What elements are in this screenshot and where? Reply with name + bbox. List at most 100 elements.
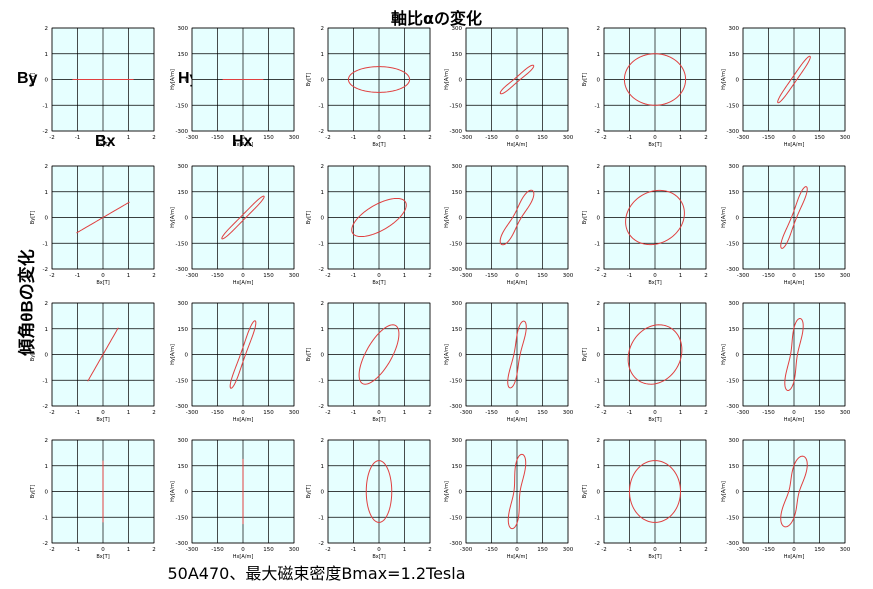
plot-r3c6-xtick-label: 150 <box>814 410 825 416</box>
plot-r1c2-ytick-label: 0 <box>185 78 189 84</box>
plot-r4c5-ylabel: By[T] <box>582 485 588 498</box>
plot-r1c2-xlabel: Hx[A/m] <box>233 142 254 148</box>
plot-r2c4-xtick-label: -300 <box>460 273 473 279</box>
plot-r4c5-curve <box>628 460 682 523</box>
plot-r4c5-ytick-label: 0 <box>597 490 601 496</box>
plot-r3c4-ytick-label: 150 <box>452 327 463 333</box>
plot-r1c6-xlabel: Hx[A/m] <box>784 142 805 148</box>
plot-r3c3-ytick-label: -1 <box>319 378 324 384</box>
plot-r1c1-ytick-label: 1 <box>45 52 49 58</box>
plot-r1c2-ytick-label: 150 <box>178 52 189 58</box>
plot-r2c4-curve <box>499 189 535 246</box>
plot-r3c2-ytick-label: 0 <box>185 353 189 359</box>
plot-r1c6-xtick-label: -150 <box>762 135 775 141</box>
plot-r4c6-ytick-label: 0 <box>736 490 740 496</box>
plot-r3c1-xtick-label: -2 <box>49 410 54 416</box>
plot-r1c4-xtick-label: 150 <box>537 135 548 141</box>
plot-r4c3-ytick-label: 1 <box>321 464 325 470</box>
plot-r1c2-ytick-label: -150 <box>176 103 189 109</box>
plot-r3c3-ytick-label: -2 <box>319 404 324 410</box>
plot-r2c1-xtick-label: -1 <box>75 273 80 279</box>
plot-r4c2-xtick-label: -300 <box>186 547 199 553</box>
plot-r3c4-ytick-label: -300 <box>450 404 463 410</box>
plot-r1c1-xtick-label: -2 <box>49 135 54 141</box>
plot-r4c4-xtick-label: -300 <box>460 547 473 553</box>
plot-r3c1-ylabel: By[T] <box>30 348 36 361</box>
plot-r1c3-xtick-label: -2 <box>325 135 330 141</box>
plot-r3c1-xtick-label: 2 <box>152 410 156 416</box>
annotation-by: By <box>17 70 38 87</box>
plot-r2c6-ytick-label: -150 <box>727 241 740 247</box>
plot-r2c4-xlabel: Hx[A/m] <box>507 280 528 286</box>
plot-r1c4-ytick-label: 0 <box>459 78 463 84</box>
plot-r2c2-ytick-label: 300 <box>178 164 189 170</box>
plot-r3c5-xtick-label: -2 <box>601 410 606 416</box>
plot-r4c1-ytick-label: 2 <box>45 438 49 444</box>
plot-r4c2-ylabel: Hy[A/m] <box>170 481 176 502</box>
plot-r1c1-ytick-label: 0 <box>45 78 49 84</box>
plot-r2c3-ytick-label: -1 <box>319 241 324 247</box>
plot-r2c1-xtick-label: 1 <box>127 273 131 279</box>
plot-r1c1-xtick-label: 2 <box>152 135 156 141</box>
plot-r3c6-xtick-label: -150 <box>762 410 775 416</box>
plot-r1c3-xtick-label: 0 <box>377 135 381 141</box>
plot-r4c6-ylabel: Hy[A/m] <box>721 481 727 502</box>
plot-r1c5-xtick-label: 1 <box>679 135 683 141</box>
plot-r1c6-xtick-label: 150 <box>814 135 825 141</box>
plot-r2c2-xtick-label: 0 <box>241 273 245 279</box>
plot-r3c2-curve <box>229 320 257 389</box>
plot-r2c2-ytick-label: 150 <box>178 190 189 196</box>
plot-r1c3-xtick-label: 2 <box>428 135 432 141</box>
plot-r4c3-xtick-label: 1 <box>403 547 407 553</box>
plot-r2c5-ytick-label: -2 <box>595 267 600 273</box>
plot-r3c6-ytick-label: 0 <box>736 353 740 359</box>
plot-r3c1-ytick-label: -1 <box>43 378 48 384</box>
plot-r3c3-ytick-label: 2 <box>321 301 325 307</box>
plot-r3c4-ytick-label: -150 <box>450 378 463 384</box>
plot-r4c4-ylabel: Hy[A/m] <box>444 481 450 502</box>
plot-r4c3-ytick-label: 2 <box>321 438 325 444</box>
plot-r1c6-ytick-label: 150 <box>729 52 740 58</box>
plot-r1c6-ytick-label: -300 <box>727 129 740 135</box>
plot-r1c4-ytick-label: 150 <box>452 52 463 58</box>
plot-r2c5-xtick-label: -2 <box>601 273 606 279</box>
plot-r2c3-ytick-label: -2 <box>319 267 324 273</box>
plot-r1c1-xtick-label: 1 <box>127 135 131 141</box>
plot-r2c5-curve <box>625 189 685 246</box>
plot-r4c4-xlabel: Hx[A/m] <box>507 554 528 560</box>
plot-r4c1-xtick-label: 0 <box>101 547 105 553</box>
plot-r1c6-xtick-label: 0 <box>792 135 796 141</box>
figure-caption: 50A470、最大磁束密度Bmax=1.2Tesla <box>167 564 466 583</box>
plot-r4c5-ytick-label: -2 <box>595 541 600 547</box>
plot-r4c6-ytick-label: -150 <box>727 515 740 521</box>
plot-r3c6-xtick-label: 300 <box>840 410 851 416</box>
figure-title: 軸比αの変化 <box>391 9 482 28</box>
annotation-bx: Bx <box>95 133 116 150</box>
plot-r2c5-ytick-label: -1 <box>595 241 600 247</box>
plot-r4c4-xtick-label: -150 <box>485 547 498 553</box>
plot-r3c5-ytick-label: 1 <box>597 327 601 333</box>
plot-r2c6-ytick-label: 300 <box>729 164 740 170</box>
plot-r2c6-xtick-label: 300 <box>840 273 851 279</box>
plot-r2c4-xtick-label: 0 <box>515 273 519 279</box>
plot-r4c2-ytick-label: -150 <box>176 515 189 521</box>
plot-r3c1-ytick-label: 2 <box>45 301 49 307</box>
plot-r4c2-ytick-label: 0 <box>185 490 189 496</box>
plot-r2c5-xtick-label: 2 <box>704 273 708 279</box>
plot-r4c6-xtick-label: 0 <box>792 547 796 553</box>
plot-r3c4-ytick-label: 300 <box>452 301 463 307</box>
plot-r4c3-xlabel: Bx[T] <box>372 554 385 560</box>
plot-r1c6-xtick-label: -300 <box>737 135 750 141</box>
plot-r1c5-ytick-label: 1 <box>597 52 601 58</box>
plot-r1c3-curve <box>347 66 411 93</box>
plot-r2c4-ytick-label: -150 <box>450 241 463 247</box>
plot-r1c1-ytick-label: -2 <box>43 129 48 135</box>
plot-r4c5-ytick-label: 1 <box>597 464 601 470</box>
plot-r2c5-ytick-label: 0 <box>597 216 601 222</box>
plot-r3c3-xtick-label: -1 <box>351 410 356 416</box>
plot-r2c4-xtick-label: 300 <box>563 273 574 279</box>
plot-r2c1-ylabel: By[T] <box>30 211 36 224</box>
plot-r1c2-xtick-label: -150 <box>211 135 224 141</box>
plot-r2c2-xlabel: Hx[A/m] <box>233 280 254 286</box>
plot-r3c2-xtick-label: 150 <box>263 410 274 416</box>
